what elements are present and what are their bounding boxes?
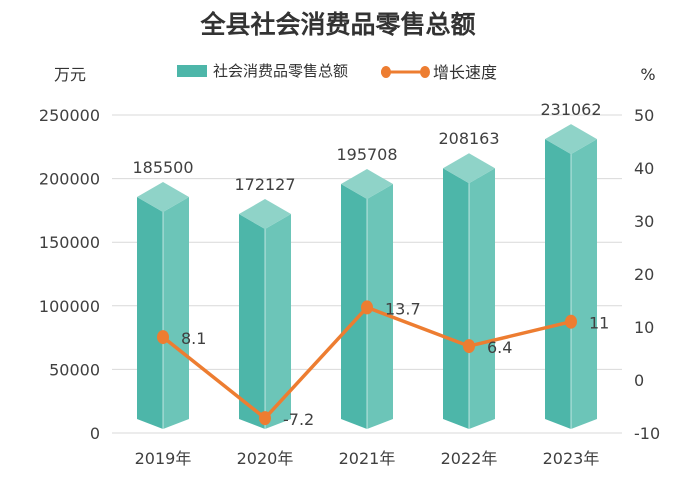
bar-series: [137, 124, 597, 429]
bar-face-left: [239, 214, 265, 429]
bar-face-right: [571, 139, 597, 429]
bar: [443, 153, 495, 429]
right-tick-label: 0: [634, 371, 644, 390]
x-axis-ticks: 2019年 2020年 2021年 2022年 2023年: [135, 449, 600, 468]
x-tick-label: 2023年: [543, 449, 600, 468]
growth-value-label: 6.4: [487, 338, 512, 357]
growth-value-label: 11: [589, 314, 609, 333]
left-tick-label: 200000: [39, 170, 100, 189]
right-tick-label: 40: [634, 159, 654, 178]
growth-point: [157, 330, 169, 345]
bar: [137, 182, 189, 429]
bar-top: [137, 182, 189, 213]
growth-value-label: 8.1: [181, 329, 206, 348]
growth-point: [463, 339, 475, 354]
bar-value-label: 208163: [438, 129, 499, 148]
legend-line-marker: [420, 66, 430, 78]
legend-label-line: 增长速度: [433, 63, 497, 82]
chart-title: 全县社会消费品零售总额: [199, 10, 475, 39]
bar-face-left: [341, 184, 367, 429]
left-tick-label: 250000: [39, 106, 100, 125]
left-tick-label: 50000: [49, 360, 100, 379]
x-tick-label: 2020年: [237, 449, 294, 468]
bar-value-labels: 185500 172127 195708 208163 231062: [132, 100, 601, 194]
growth-point: [259, 411, 271, 426]
left-axis-unit: 万元: [54, 65, 86, 84]
right-tick-label: 50: [634, 106, 654, 125]
bar-face-left: [137, 197, 163, 429]
bar-top: [545, 124, 597, 155]
bar-face-right: [469, 168, 495, 429]
legend-line-marker: [381, 66, 391, 78]
legend-label-bar: 社会消费品零售总额: [213, 62, 348, 80]
bar-face-left: [545, 139, 571, 429]
bar: [545, 124, 597, 429]
right-tick-label: 10: [634, 318, 654, 337]
bar-value-label: 172127: [234, 175, 295, 194]
bar-value-label: 231062: [540, 100, 601, 119]
line-series: [157, 300, 577, 426]
growth-point: [565, 314, 577, 329]
bar-face-left: [443, 168, 469, 429]
growth-point: [361, 300, 373, 315]
x-tick-label: 2019年: [135, 449, 192, 468]
right-axis-ticks: -10 0 10 20 30 40 50: [634, 106, 660, 443]
right-axis-unit: %: [640, 65, 655, 84]
bar: [341, 169, 393, 429]
bar-top: [239, 199, 291, 230]
bar-value-label: 185500: [132, 158, 193, 177]
right-tick-label: 20: [634, 265, 654, 284]
x-tick-label: 2022年: [441, 449, 498, 468]
bar-face-right: [265, 214, 291, 429]
left-tick-label: 0: [90, 424, 100, 443]
left-tick-label: 150000: [39, 233, 100, 252]
right-tick-label: -10: [634, 424, 660, 443]
bar: [239, 199, 291, 429]
left-tick-label: 100000: [39, 297, 100, 316]
growth-value-label: -7.2: [283, 410, 314, 429]
bar-value-label: 195708: [336, 145, 397, 164]
bar-top: [443, 153, 495, 184]
line-value-labels: 8.1 -7.2 13.7 6.4 11: [181, 299, 609, 429]
legend-swatch-bar: [177, 65, 207, 77]
bar-face-right: [163, 197, 189, 429]
bar-face-right: [367, 184, 393, 429]
growth-value-label: 13.7: [385, 299, 421, 318]
legend: 社会消费品零售总额 增长速度: [177, 62, 497, 82]
x-tick-label: 2021年: [339, 449, 396, 468]
right-tick-label: 30: [634, 212, 654, 231]
left-axis-ticks: 0 50000 100000 150000 200000 250000: [39, 106, 100, 443]
bar-top: [341, 169, 393, 200]
